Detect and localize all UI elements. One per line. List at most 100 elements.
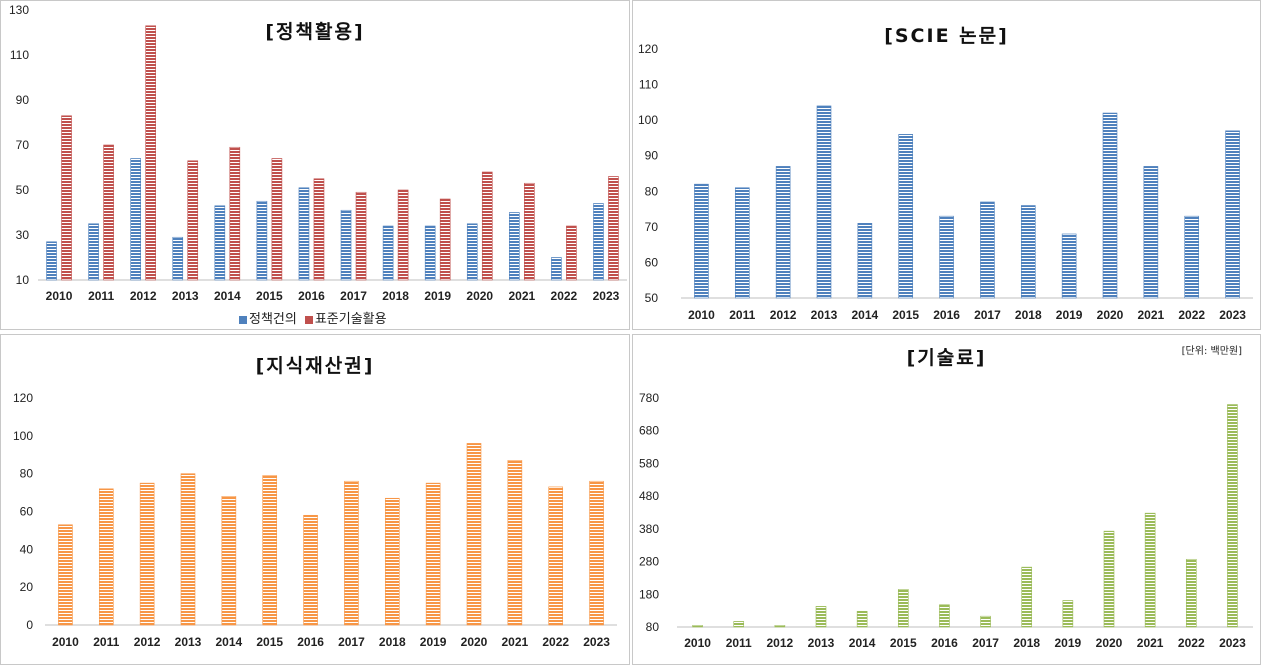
x-tick-label: 2023 [1219,308,1246,322]
bar [1225,130,1240,299]
policy-chart-svg: 10 30 50 70 90 110 130 2010 2011 2012 2013 2014 2015… [9,3,627,303]
x-tick-label: 2019 [1055,636,1082,650]
scie-chart-svg: 50 60 70 80 90 100 110 120 2010 2011 2012 2013 2014 2… [638,42,1253,322]
bar [734,187,750,299]
x-tick-label: 2021 [1137,636,1164,650]
chart-title: [기술료] [906,347,987,369]
bar [145,25,156,281]
bar [897,589,909,628]
bar [775,166,791,299]
bar [980,615,991,628]
bar [939,604,950,628]
chart-panel-ip: 0 20 40 60 80 100 120 2010 2011 2012 2013 2014 2015 2… [0,334,630,665]
bar [313,178,325,281]
x-tick-label: 2010 [46,289,73,303]
x-tick-label: 2017 [338,635,365,649]
y-tick-label: 90 [645,149,659,163]
bar [103,144,114,281]
bar [1227,404,1238,628]
chart-panel-royalty: 80 180 280 380 480 580 680 780 2010 2011 2012 2013 2… [632,334,1261,665]
x-tick-label: 2010 [52,635,79,649]
y-tick-label: 110 [10,48,29,62]
chart-title: [지식재산권] [255,355,375,377]
x-tick-label: 2017 [974,308,1001,322]
legend-label: 정책건의 [249,312,297,327]
legend-swatch [304,315,313,324]
y-tick-label: 780 [639,391,659,405]
x-tick-label: 2019 [420,635,447,649]
bar [424,225,436,281]
bar [130,158,141,281]
x-tick-label: 2012 [770,308,797,322]
bar [187,160,199,281]
bar [1185,558,1197,628]
bar [229,146,241,281]
bar [694,183,709,299]
bar [256,200,268,281]
bar [1021,566,1033,628]
y-tick-label: 60 [645,255,659,269]
bar [692,625,703,628]
y-tick-label: 80 [646,620,660,634]
x-tick-label: 2012 [767,636,794,650]
x-tick-label: 2016 [931,636,958,650]
x-tick-label: 2018 [379,635,406,649]
y-tick-label: 10 [16,273,30,287]
bar [589,480,604,626]
x-tick-label: 2023 [1219,636,1246,650]
x-tick-label: 2022 [551,289,578,303]
x-tick-label: 2017 [972,636,999,650]
x-tick-label: 2019 [424,289,451,303]
bar [815,606,827,628]
x-tick-label: 2014 [216,635,243,649]
bar [548,486,564,626]
x-tick-label: 2020 [1097,308,1124,322]
y-tick-label: 130 [9,3,29,17]
x-tick-label: 2020 [466,289,493,303]
bar [1062,600,1074,628]
x-tick-label: 2016 [297,635,324,649]
y-tick-label: 680 [639,424,659,438]
bar [509,212,520,281]
y-tick-label: 90 [16,93,30,107]
bar [481,171,493,281]
y-tick-label: 70 [645,220,659,234]
bar [466,443,482,626]
x-tick-label: 2015 [892,308,919,322]
x-tick-label: 2011 [726,636,752,650]
bar [303,514,318,626]
y-tick-label: 580 [639,456,659,470]
x-tick-label: 2018 [382,289,409,303]
bar [384,497,400,626]
x-tick-label: 2022 [542,635,569,649]
y-tick-label: 120 [638,42,658,56]
y-tick-label: 70 [16,138,30,152]
bar [262,475,278,626]
chart-panel-scie: 50 60 70 80 90 100 110 120 2010 2011 2012 2013 2014 2… [632,0,1261,330]
bar [524,182,535,281]
y-tick-label: 110 [639,78,658,92]
x-tick-label: 2016 [298,289,325,303]
bar [551,257,562,281]
x-tick-label: 2012 [130,289,157,303]
x-tick-label: 2015 [890,636,917,650]
x-tick-label: 2021 [1138,308,1165,322]
x-tick-label: 2013 [811,308,838,322]
bar [439,198,451,281]
x-tick-label: 2017 [340,289,367,303]
bar [466,223,478,281]
ip-chart-svg: 0 20 40 60 80 100 120 2010 2011 2012 2013 2014 2015 2… [13,391,617,649]
x-tick-label: 2018 [1015,308,1042,322]
y-tick-label: 30 [16,228,30,242]
x-tick-label: 2022 [1178,308,1205,322]
x-tick-label: 2023 [583,635,610,649]
x-tick-label: 2016 [933,308,960,322]
x-tick-label: 2014 [852,308,879,322]
bar [1103,530,1115,628]
x-tick-label: 2019 [1056,308,1083,322]
royalty-chart-svg: 80 180 280 380 480 580 680 780 2010 2011 2012 2013 2… [639,391,1253,650]
x-tick-label: 2015 [256,289,283,303]
y-tick-label: 100 [638,113,658,127]
bar [382,225,394,281]
x-tick-label: 2010 [688,308,715,322]
